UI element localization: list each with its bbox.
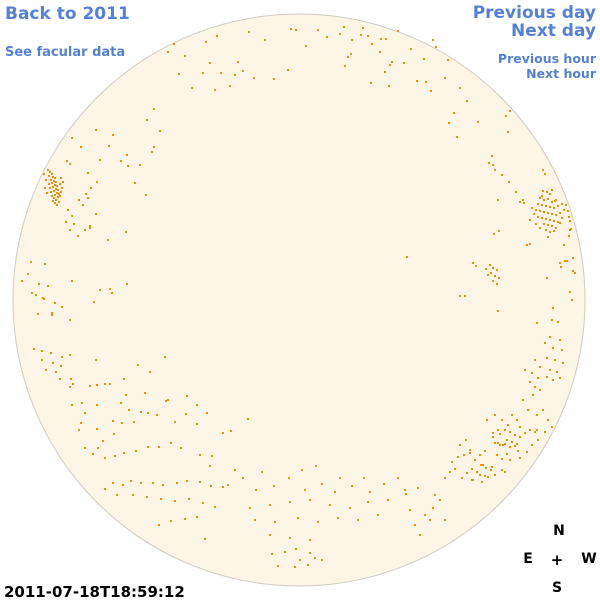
- back-to-2011-link[interactable]: Back to 2011: [5, 4, 130, 24]
- solar-disk: [12, 13, 586, 587]
- see-facular-data-link[interactable]: See facular data: [5, 45, 126, 60]
- date-navigation: Previous day Next day Previous hour Next…: [473, 4, 596, 81]
- previous-hour-link[interactable]: Previous hour: [497, 51, 596, 66]
- next-day-link[interactable]: Next day: [511, 21, 596, 41]
- previous-day-link[interactable]: Previous day: [472, 3, 596, 23]
- nav-spacer: [473, 40, 596, 51]
- faculae-dots: [21, 26, 576, 568]
- observation-timestamp: 2011-07-18T18:59:12: [4, 583, 185, 601]
- next-hour-link[interactable]: Next hour: [526, 66, 596, 81]
